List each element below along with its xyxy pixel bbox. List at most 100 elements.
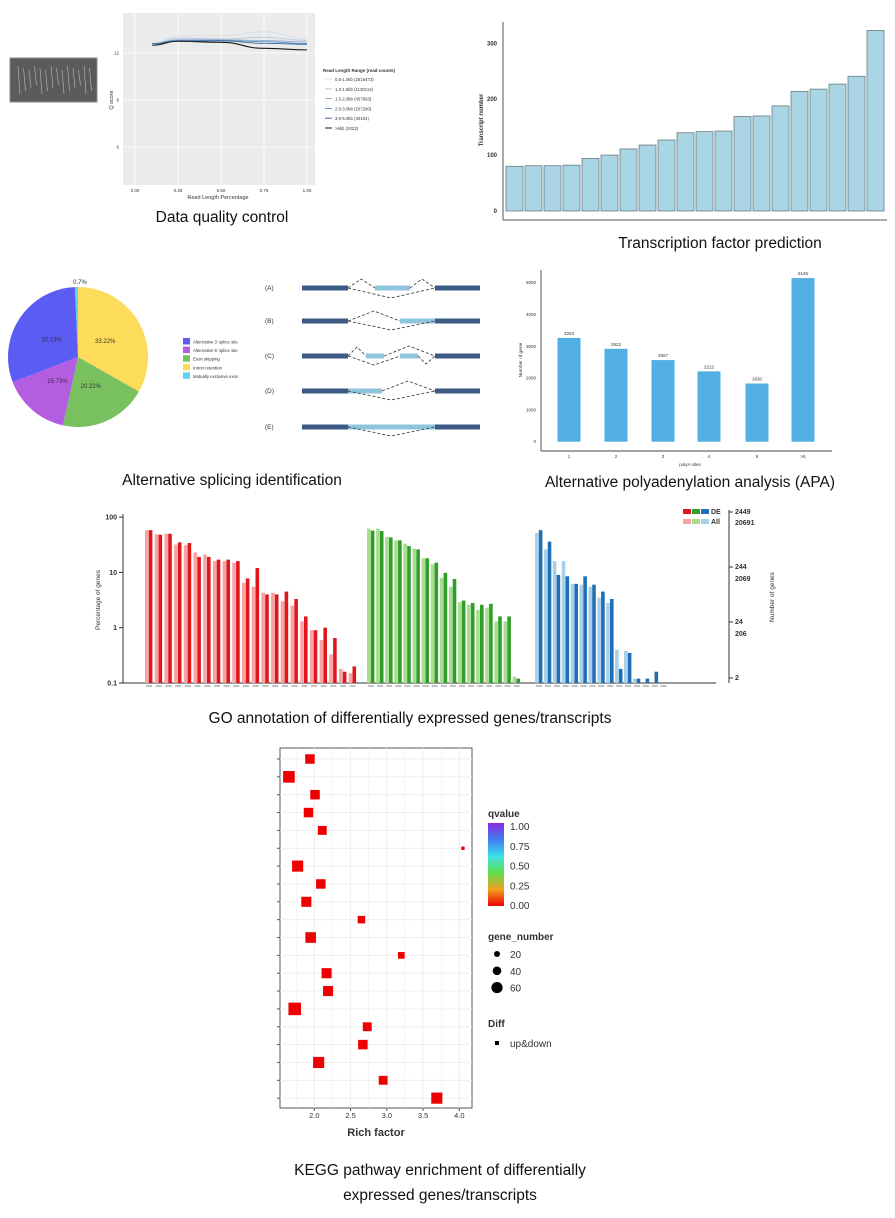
data-point xyxy=(461,846,465,850)
legend-swatch xyxy=(183,363,190,371)
bar-de xyxy=(379,531,384,683)
slice-label: 15.73% xyxy=(47,379,68,385)
qvalue-colorbar xyxy=(488,823,504,906)
legend-label: Intron retention xyxy=(193,365,223,370)
x-axis-label: Rich factor xyxy=(347,1127,405,1139)
slice-label-small: 0.7% xyxy=(73,280,87,286)
size-legend-dot xyxy=(494,951,500,957)
retained-intron xyxy=(348,424,435,430)
legend-swatch-de xyxy=(701,509,709,514)
bar-all xyxy=(348,673,353,683)
bar-value-label: 2922 xyxy=(611,342,622,347)
data-point xyxy=(378,1075,388,1085)
bar-all xyxy=(300,621,304,683)
x-tick-label: 0.75 xyxy=(260,188,269,193)
bar xyxy=(752,115,771,212)
thumbnail-trace xyxy=(28,69,32,89)
y-axis-label: Q score xyxy=(109,90,115,109)
qvalue-tick-label: 0.75 xyxy=(510,842,530,853)
bar-de xyxy=(443,572,448,683)
splice-junction xyxy=(347,345,436,366)
bar-all xyxy=(632,678,637,683)
bar-de xyxy=(416,549,420,683)
bar-all xyxy=(421,558,426,683)
y-tick-label: 200 xyxy=(487,97,498,103)
legend-swatch-de xyxy=(683,509,691,514)
y-tick-label: 4000 xyxy=(526,312,537,317)
size-legend-dot xyxy=(492,966,502,976)
data-point xyxy=(317,825,327,835)
bar-de xyxy=(236,561,240,683)
bar xyxy=(809,88,828,212)
bar-de xyxy=(265,594,269,683)
series-line xyxy=(152,31,308,45)
x-tick-label: 3 xyxy=(662,454,665,459)
bar-all xyxy=(232,562,236,683)
pie-slice xyxy=(78,287,148,392)
bar-de xyxy=(255,568,260,683)
data-point xyxy=(431,1092,443,1104)
plot-background xyxy=(123,13,315,185)
legend-swatch-de xyxy=(692,509,700,514)
bar-de xyxy=(498,616,502,683)
bar-de xyxy=(583,576,587,683)
bar-all xyxy=(290,605,295,683)
bar-all xyxy=(261,592,265,683)
event-label: (D) xyxy=(265,388,274,395)
bar-all xyxy=(467,604,471,683)
thumbnail-trace xyxy=(23,67,26,92)
bar-de xyxy=(207,556,211,683)
bar-all xyxy=(570,583,575,683)
bar-value-label: 1830 xyxy=(752,377,763,382)
bar-all xyxy=(394,540,398,683)
data-point xyxy=(305,754,315,764)
y-axis-label: Number of gene xyxy=(518,342,524,377)
bar xyxy=(505,165,524,212)
bar xyxy=(695,131,714,212)
bar-all xyxy=(242,582,246,683)
bar-de xyxy=(480,604,484,683)
y-tick-label: 0 xyxy=(533,439,536,444)
bar-all xyxy=(251,586,256,683)
legend-swatch-all xyxy=(701,519,709,524)
bar-de xyxy=(461,600,466,683)
x-tick-label: 4 xyxy=(708,454,711,459)
exclusive-exon xyxy=(366,353,384,359)
thumbnail-trace xyxy=(83,65,87,95)
alternative-5-site xyxy=(348,388,382,394)
bar-de xyxy=(618,668,623,683)
bar-all xyxy=(494,621,498,683)
y-tick-label: 0.1 xyxy=(107,681,117,688)
alternative-3-site xyxy=(400,318,435,324)
bar xyxy=(790,90,809,212)
bar-all xyxy=(145,530,149,683)
bar-de xyxy=(654,671,659,683)
series-line xyxy=(152,36,308,45)
splice-junction xyxy=(347,310,436,331)
bar-all xyxy=(543,549,548,683)
bar xyxy=(604,348,628,442)
bar-all xyxy=(212,561,217,683)
x-tick-label: 1 xyxy=(568,454,571,459)
constitutive-exon xyxy=(435,353,480,359)
y2-tick-label-all: 206 xyxy=(735,631,747,638)
bar-de xyxy=(352,666,357,683)
legend-label: 2.0-3.0kb (207290) xyxy=(335,106,372,111)
bar-all xyxy=(174,544,178,683)
size-legend-label: 20 xyxy=(510,950,522,961)
bar xyxy=(771,105,790,212)
bar-all xyxy=(535,532,539,683)
sample-thumbnail xyxy=(9,57,98,103)
bar-de xyxy=(565,576,570,683)
data-point xyxy=(357,915,366,924)
legend-swatch xyxy=(183,355,190,362)
bar-de xyxy=(342,671,347,683)
bar-de xyxy=(333,638,337,683)
bar-all xyxy=(319,639,324,683)
bar-all xyxy=(164,533,168,683)
x-tick-label: 2 xyxy=(615,454,618,459)
y2-tick-label-de: 2 xyxy=(735,675,739,682)
bar xyxy=(638,144,657,212)
x-tick-label: 2.0 xyxy=(309,1111,319,1120)
caption-transcription-factor: Transcription factor prediction xyxy=(618,235,822,252)
